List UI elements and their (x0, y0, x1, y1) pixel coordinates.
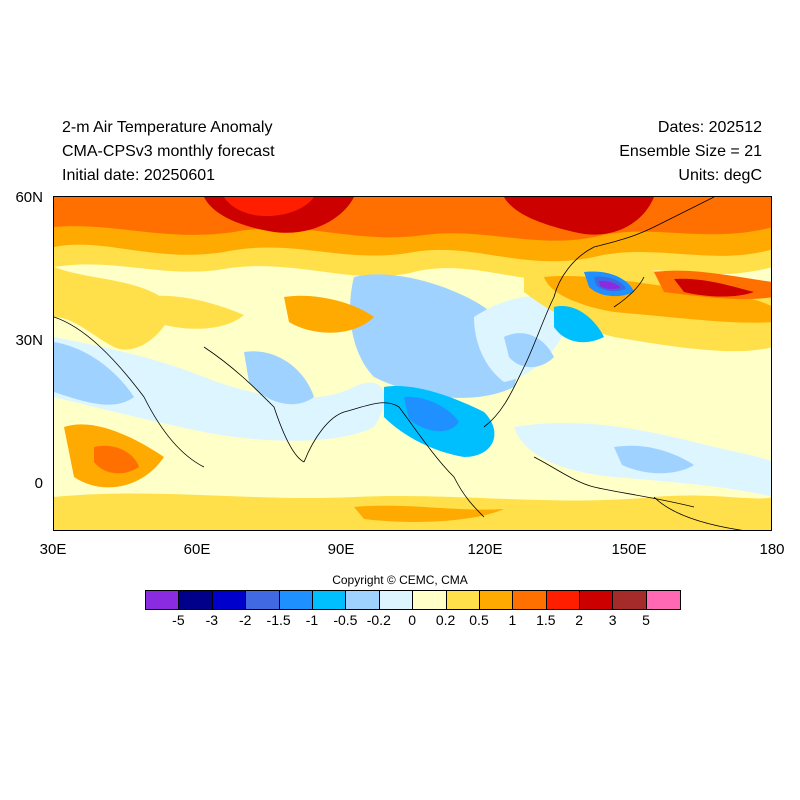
colorbar-swatch (246, 591, 280, 609)
colorbar-swatch (279, 591, 313, 609)
colorbar-label: -3 (205, 612, 219, 628)
colorbar-label: -1 (305, 612, 319, 628)
colorbar-label: 2 (575, 612, 584, 628)
dates-label: Dates: 202512 (657, 119, 762, 136)
title-line-3: Initial date: 20250601 (62, 167, 216, 184)
colorbar-label: -2 (238, 612, 252, 628)
anomaly-map (53, 196, 772, 531)
colorbar-label: -1.5 (266, 612, 291, 628)
colorbar-label: 0 (408, 612, 417, 628)
colorbar-label: 5 (642, 612, 650, 628)
colorbar-swatch (580, 591, 614, 609)
colorbar-label: 1 (508, 612, 517, 628)
lon-tick-180: 180 (759, 541, 785, 558)
lon-tick-60e: 60E (183, 541, 211, 558)
lat-tick-60n: 60N (15, 189, 43, 206)
colorbar (145, 590, 682, 610)
colorbar-label: 1.5 (536, 612, 556, 628)
colorbar-swatch (613, 591, 647, 609)
lat-tick-30n: 30N (15, 332, 43, 349)
colorbar-swatch (346, 591, 380, 609)
colorbar-swatch (146, 591, 180, 609)
colorbar-swatch (646, 591, 681, 609)
colorbar-label: -0.2 (366, 612, 391, 628)
colorbar-swatch (479, 591, 514, 609)
colorbar-label: 3 (608, 612, 617, 628)
title-line-1: 2-m Air Temperature Anomaly (62, 119, 273, 136)
colorbar-swatch (546, 591, 581, 609)
colorbar-label: 0.2 (435, 612, 456, 628)
lon-tick-150e: 150E (611, 541, 647, 558)
copyright-notice: Copyright © CEMC, CMA (332, 573, 468, 587)
colorbar-swatch (312, 591, 347, 609)
colorbar-swatch (212, 591, 247, 609)
colorbar-swatch (179, 591, 213, 609)
colorbar-label: 0.5 (469, 612, 489, 628)
ensemble-size-label: Ensemble Size = 21 (619, 143, 762, 160)
colorbar-label: -0.5 (333, 612, 358, 628)
colorbar-swatch (513, 591, 547, 609)
colorbar-swatch (379, 591, 414, 609)
colorbar-swatch (413, 591, 447, 609)
title-line-2: CMA-CPSv3 monthly forecast (62, 143, 275, 160)
anomaly-field (54, 197, 771, 530)
lat-tick-0: 0 (34, 475, 43, 492)
lon-tick-120e: 120E (467, 541, 503, 558)
colorbar-label: -5 (172, 612, 185, 628)
colorbar-swatch (446, 591, 480, 609)
units-label: Units: degC (678, 167, 762, 184)
lon-tick-30e: 30E (39, 541, 67, 558)
lon-tick-90e: 90E (327, 541, 355, 558)
